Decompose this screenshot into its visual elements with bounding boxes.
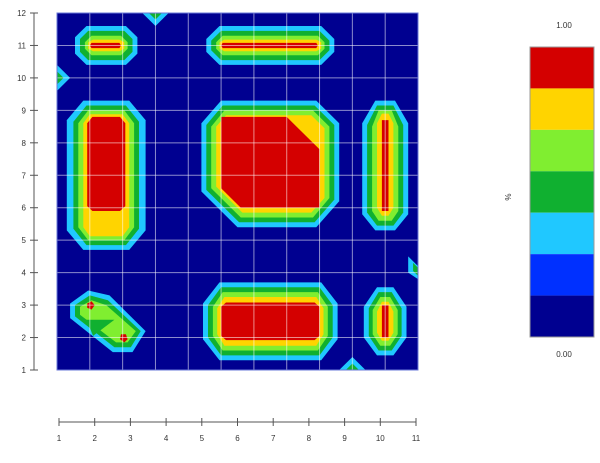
y-tick-label: 6	[22, 204, 27, 213]
colorbar-swatch	[530, 129, 594, 172]
region-f-level-4	[221, 116, 320, 208]
x-ticks: 1 2 3 4 5 6 7 8 9 10 11	[57, 418, 421, 443]
x-tick-label: 9	[342, 434, 347, 443]
plot-frame	[56, 12, 419, 371]
y-tick-label: 9	[22, 106, 27, 115]
x-tick-label: 2	[92, 434, 97, 443]
region-i-level-5	[120, 334, 128, 343]
x-tick-label: 4	[164, 434, 169, 443]
colorbar-swatch	[530, 295, 594, 337]
x-tick-label: 5	[200, 434, 205, 443]
colorbar-swatch	[530, 171, 594, 213]
region-i-level-3	[86, 319, 115, 336]
region-e-level-4	[87, 116, 126, 211]
x-tick-label: 11	[412, 434, 421, 443]
x-tick-label: 3	[128, 434, 133, 443]
colorbar-max-label: 1.00	[556, 21, 572, 30]
x-tick-label: 7	[271, 434, 276, 443]
y-tick-label: 12	[17, 9, 26, 18]
y-tick-label: 11	[18, 41, 27, 50]
y-tick-label: 1	[22, 366, 27, 375]
y-tick-label: 3	[22, 301, 27, 310]
y-tick-label: 4	[22, 269, 27, 278]
x-tick-label: 10	[376, 434, 385, 443]
x-tick-label: 8	[307, 434, 312, 443]
colorbar-swatch	[530, 254, 594, 296]
colorbar-min-label: 0.00	[556, 350, 572, 359]
y-tick-label: 8	[22, 139, 27, 148]
colorbar-label: %	[504, 193, 513, 200]
colorbar	[529, 46, 595, 338]
y-tick-label: 5	[22, 236, 27, 245]
y-tick-label: 10	[17, 74, 26, 83]
colorbar-swatch	[530, 212, 594, 255]
y-tick-label: 7	[22, 171, 27, 180]
region-j-level-4	[221, 302, 320, 341]
x-tick-label: 6	[235, 434, 240, 443]
gridlines	[57, 13, 418, 370]
y-tick-label: 2	[22, 334, 27, 343]
colorbar-frame	[529, 46, 595, 338]
x-tick-label: 1	[57, 434, 62, 443]
colorbar-swatch	[530, 47, 594, 89]
colorbar-swatch	[530, 88, 594, 130]
